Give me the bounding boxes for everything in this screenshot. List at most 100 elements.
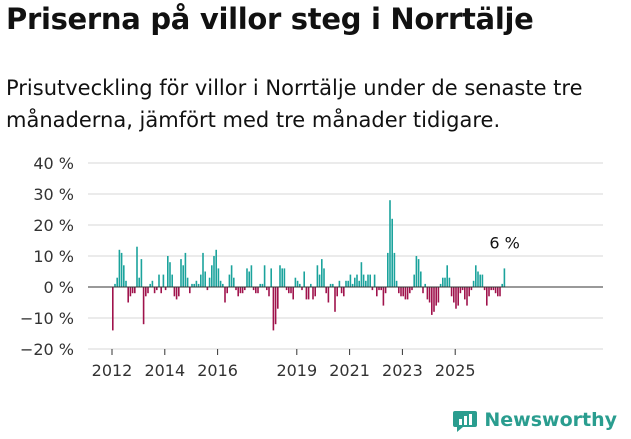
bar	[312, 287, 314, 300]
bar	[178, 287, 180, 297]
bar	[310, 283, 312, 287]
bar	[292, 287, 294, 300]
bar	[481, 274, 484, 287]
bar	[167, 256, 169, 287]
bar	[479, 274, 481, 287]
bar	[138, 277, 140, 287]
bar	[351, 283, 354, 287]
bar	[233, 277, 235, 287]
bar	[153, 287, 156, 294]
bar	[442, 277, 444, 287]
bar	[162, 274, 165, 287]
bar	[164, 287, 167, 291]
bar	[215, 249, 217, 287]
bar	[169, 262, 171, 287]
bar	[134, 287, 136, 294]
bar	[206, 287, 209, 291]
y-tick-label: 40 %	[33, 154, 74, 173]
bar	[483, 287, 486, 291]
bar	[189, 287, 191, 294]
bar	[213, 256, 215, 287]
bar	[200, 274, 202, 287]
bar	[252, 287, 255, 291]
bar	[356, 274, 358, 287]
bar	[384, 287, 387, 294]
bar	[285, 287, 288, 291]
bar	[318, 274, 321, 287]
bar	[486, 287, 488, 306]
bar	[345, 280, 347, 287]
bar	[116, 277, 118, 287]
bar	[365, 280, 367, 287]
bar	[250, 265, 253, 287]
bar	[145, 287, 147, 297]
bar	[406, 287, 409, 300]
bar	[409, 287, 411, 294]
bar	[439, 283, 442, 287]
bar	[378, 287, 380, 291]
bar	[490, 287, 492, 291]
x-tick-label: 2025	[435, 361, 476, 380]
bar	[195, 280, 198, 287]
bar	[136, 246, 138, 287]
bar	[118, 249, 121, 287]
bar	[349, 274, 352, 287]
bar	[277, 287, 279, 309]
bar	[301, 287, 303, 291]
bar	[266, 287, 268, 291]
bar	[433, 287, 435, 312]
bar	[389, 200, 391, 287]
bar	[334, 287, 336, 312]
bar	[259, 283, 261, 287]
bar	[437, 287, 440, 303]
annotation-label: 6 %	[489, 233, 519, 252]
bar	[464, 287, 466, 300]
x-tick-label: 2014	[144, 361, 185, 380]
bar	[373, 274, 376, 287]
bar	[307, 287, 310, 300]
bar	[499, 287, 501, 297]
bar	[208, 277, 211, 287]
bar	[123, 265, 125, 287]
bar	[129, 287, 132, 297]
bar	[182, 265, 184, 287]
bar	[503, 268, 506, 287]
bar	[435, 287, 437, 306]
bar	[347, 280, 349, 287]
bar	[160, 287, 162, 294]
bar	[120, 252, 123, 287]
bar	[332, 283, 334, 287]
bar	[281, 268, 283, 287]
bar	[257, 287, 259, 294]
bar	[288, 287, 290, 294]
bar	[367, 274, 369, 287]
bar	[369, 274, 371, 287]
bar	[466, 287, 468, 306]
newsworthy-logo-icon	[453, 411, 478, 432]
bar	[475, 265, 477, 287]
bar	[470, 287, 473, 291]
bar	[147, 287, 149, 294]
bar	[325, 287, 327, 294]
chart-subtitle: Prisutveckling för villor i Norrtälje un…	[6, 76, 583, 132]
bar	[263, 265, 266, 287]
bar	[404, 287, 407, 300]
bar	[279, 265, 281, 287]
bar	[354, 277, 356, 287]
bar	[450, 287, 453, 297]
bar	[272, 287, 275, 331]
bar	[270, 268, 272, 287]
bar	[173, 287, 176, 297]
bar	[171, 274, 173, 287]
bar	[455, 287, 457, 309]
bar	[186, 277, 189, 287]
bar	[415, 256, 418, 287]
bar	[112, 287, 114, 331]
bar	[224, 287, 226, 303]
newsworthy-logo-text: Newsworthy	[484, 409, 617, 431]
bar	[156, 287, 158, 291]
bar	[336, 287, 338, 297]
y-tick-label: 0 %	[44, 278, 74, 297]
bar	[402, 287, 404, 297]
